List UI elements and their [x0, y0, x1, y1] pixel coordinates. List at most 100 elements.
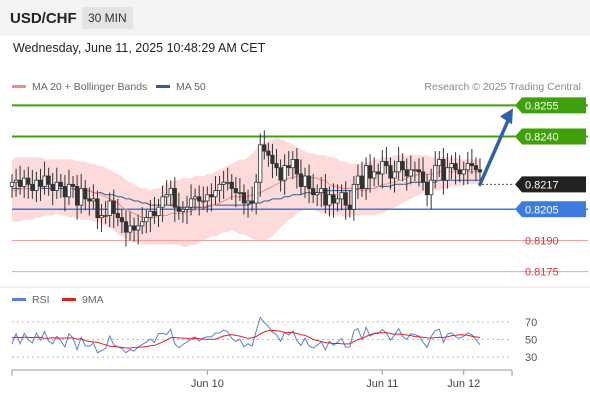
candle-body: [420, 171, 426, 183]
candle-body: [412, 169, 417, 172]
candle: [62, 174, 68, 212]
candle: [22, 169, 27, 198]
candle-body: [384, 161, 389, 167]
candle-body: [262, 144, 267, 152]
candle: [79, 173, 84, 214]
candle: [424, 173, 430, 207]
x-tick-label: Jun 11: [366, 378, 398, 390]
candle-body: [453, 163, 458, 171]
candle-body: [70, 183, 76, 187]
candle: [363, 157, 369, 200]
ma20-swatch: [12, 84, 26, 88]
candle: [306, 164, 312, 204]
candle-body: [58, 181, 63, 187]
candle: [26, 166, 31, 199]
candle-body: [99, 215, 104, 218]
candle-body: [278, 167, 283, 181]
candle: [376, 163, 381, 186]
candle: [213, 176, 218, 206]
candle: [103, 200, 108, 224]
candle-body: [22, 177, 27, 187]
candle: [95, 190, 100, 230]
rsi-ma9-line: [11, 329, 481, 349]
candle: [111, 189, 116, 228]
candle: [266, 142, 271, 167]
candle-body: [26, 177, 31, 185]
candle: [18, 165, 23, 195]
candle-body: [115, 213, 120, 218]
candle: [156, 198, 161, 227]
forecast-arrow: [478, 116, 511, 187]
candle: [127, 211, 133, 241]
forecast-arrowhead: [500, 108, 513, 125]
candle: [441, 147, 446, 195]
candle-body: [205, 194, 210, 202]
candle-body: [347, 204, 352, 210]
candle: [278, 159, 283, 192]
candle-body: [416, 169, 422, 173]
legend-ma20: MA 20 + Bollinger Bands: [12, 81, 147, 93]
research-credit: Research © 2025 Trading Central: [424, 81, 581, 93]
candle: [254, 173, 259, 215]
candle: [331, 183, 336, 218]
candle: [38, 168, 43, 201]
candle: [70, 176, 76, 198]
candle-body: [477, 169, 483, 173]
candle: [75, 174, 80, 220]
candle-body: [197, 196, 202, 202]
candle: [46, 167, 51, 196]
header-bar: USD/CHF 30 MIN: [0, 0, 590, 36]
candle-body: [164, 194, 169, 198]
candle: [99, 204, 104, 233]
candle: [188, 184, 194, 216]
candle-body: [408, 169, 413, 177]
candle-body: [144, 217, 149, 223]
candle-body: [327, 194, 332, 206]
candle-body: [311, 188, 316, 196]
candle-body: [221, 181, 226, 185]
candle-body: [449, 163, 454, 169]
candle: [311, 173, 316, 204]
candle: [131, 217, 137, 242]
candle: [241, 184, 247, 215]
candle: [180, 200, 186, 223]
candle-body: [131, 225, 137, 231]
candle-body: [95, 198, 100, 218]
candle-body: [351, 183, 356, 210]
candle: [429, 168, 434, 210]
candle-body: [290, 159, 295, 169]
candle-body: [103, 215, 108, 217]
candle-body: [79, 188, 84, 206]
level-tag-resistance: [515, 97, 586, 114]
candle-body: [245, 200, 251, 204]
candle: [34, 171, 39, 203]
candle-body: [392, 171, 397, 179]
candle: [433, 151, 438, 189]
candle-body: [111, 200, 116, 214]
candle-body: [87, 198, 92, 202]
candle: [388, 157, 393, 190]
candle-body: [148, 210, 153, 218]
candle: [347, 190, 352, 218]
level-label-resistance: 0.8255: [525, 100, 559, 112]
candle: [136, 214, 141, 245]
candle: [416, 158, 422, 187]
candle-body: [368, 165, 373, 179]
candle: [123, 210, 129, 247]
candle: [83, 180, 88, 211]
candle-body: [294, 159, 299, 175]
ma9-swatch: [62, 297, 76, 301]
candle-body: [180, 208, 186, 212]
candle: [87, 187, 92, 216]
candle: [160, 185, 165, 222]
timeframe-button[interactable]: 30 MIN: [82, 7, 133, 29]
candle-body: [380, 161, 385, 175]
candle-body: [465, 163, 470, 171]
candle: [168, 180, 173, 207]
candle-body: [229, 181, 234, 189]
candle-body: [46, 175, 51, 185]
candles: [9, 130, 483, 247]
candle: [400, 153, 405, 182]
timestamp: Wednesday, June 11, 2025 10:48:29 AM CET: [13, 41, 266, 55]
candle-body: [172, 188, 177, 208]
